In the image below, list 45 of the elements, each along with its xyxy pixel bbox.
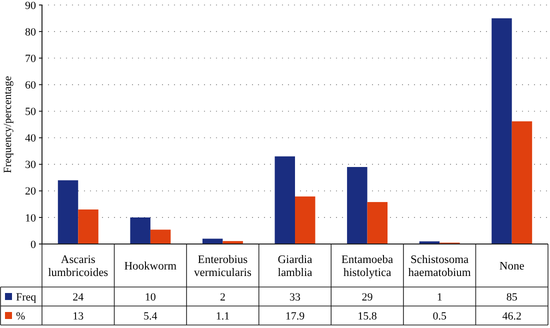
y-tick-label: 70	[25, 52, 36, 65]
data-label: 10	[144, 291, 156, 304]
x-tick-label: Hookworm	[124, 260, 177, 273]
x-tick-label: Giardia lamblia	[278, 254, 312, 280]
x-tick-label: Schistosoma haematobium	[408, 254, 471, 280]
legend-label: Freq	[16, 291, 37, 304]
bar	[512, 121, 532, 244]
data-label: 0.5	[432, 310, 447, 322]
y-tick-label: 20	[25, 186, 36, 198]
y-tick-label: 10	[25, 212, 36, 224]
data-label: 33	[290, 291, 301, 304]
bar	[130, 217, 150, 244]
y-tick-label: 30	[25, 159, 36, 172]
y-tick-label: 0	[30, 238, 36, 251]
x-tick-label: Entamoeba histolytica	[341, 254, 394, 280]
legend-label: %	[16, 310, 26, 322]
bar	[58, 180, 78, 244]
y-tick-label: 90	[25, 0, 36, 12]
y-tick-label: 50	[25, 106, 36, 118]
data-label: 1	[436, 291, 442, 304]
data-label: 29	[362, 291, 374, 304]
x-tick-label: Ascaris lumbricoides	[48, 254, 109, 280]
bar	[150, 230, 171, 244]
x-tick-label: None	[499, 260, 524, 273]
bar	[492, 18, 512, 244]
bar	[347, 166, 368, 244]
data-label: 85	[506, 291, 518, 304]
y-axis-title: Frequency/percentage	[2, 76, 14, 174]
data-label: 2	[220, 291, 226, 304]
bar	[295, 196, 316, 244]
data-label: 1.1	[216, 310, 230, 322]
bar	[78, 209, 98, 244]
data-label: 46.2	[502, 310, 522, 322]
data-label: 5.4	[144, 310, 158, 322]
bar	[202, 238, 223, 244]
bar	[274, 156, 295, 244]
data-label: 17.9	[285, 310, 306, 322]
data-label: 24	[72, 291, 84, 304]
y-tick-label: 60	[25, 80, 36, 92]
y-tick-label: 80	[25, 26, 36, 38]
data-label: 13	[72, 310, 84, 322]
data-label: 15.8	[358, 310, 378, 322]
x-tick-label: Enterobius vermicularis	[194, 254, 252, 280]
bar	[367, 202, 388, 244]
y-tick-label: 40	[25, 132, 36, 145]
